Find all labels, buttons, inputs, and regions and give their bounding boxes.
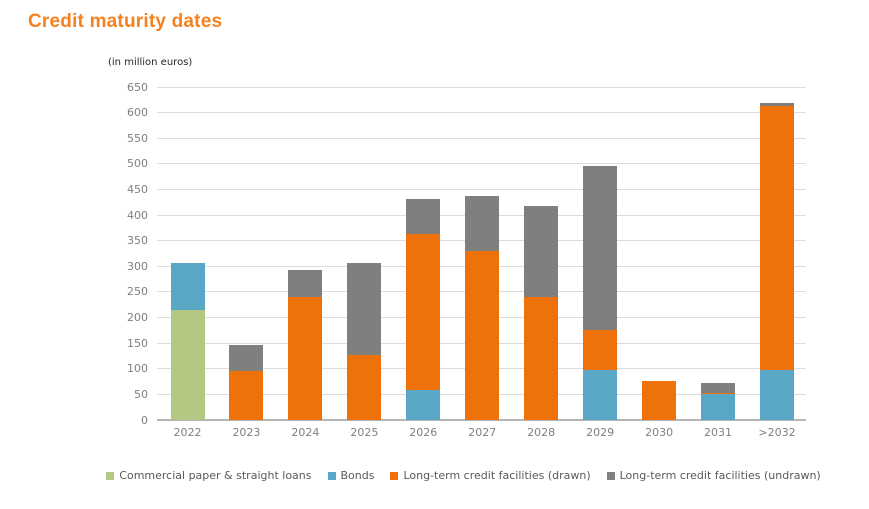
bar-segment [760, 369, 794, 420]
bar-segment [701, 383, 736, 393]
bar-segment [642, 380, 677, 420]
y-axis-tick-label: 550 [127, 131, 148, 145]
bar-segment [406, 390, 441, 420]
x-axis-line [157, 419, 806, 421]
x-axis-label: 2031 [704, 426, 733, 439]
bar-segment [288, 270, 323, 297]
bar-segment [701, 392, 736, 395]
legend-label: Long-term credit facilities (drawn) [403, 469, 591, 482]
legend-swatch [606, 471, 615, 480]
chart-title: Credit maturity dates [28, 11, 223, 32]
bar-segment [288, 296, 323, 420]
bar-segment [524, 296, 559, 420]
bar-segment [229, 345, 264, 372]
legend-item: Long-term credit facilities (drawn) [390, 469, 591, 482]
legend-swatch [106, 471, 115, 480]
y-axis-tick-label: 650 [127, 80, 148, 94]
bar-segment [406, 198, 441, 234]
legend-swatch [390, 471, 399, 480]
legend: Commercial paper & straight loans Bonds Lo… [58, 469, 869, 482]
y-axis-tick-label: 150 [127, 336, 148, 350]
gridline [157, 188, 806, 190]
bar-segment [406, 233, 441, 391]
x-axis-label: 2025 [350, 426, 379, 439]
y-axis-tick-label: 350 [127, 234, 148, 248]
y-axis-tick-label: 500 [127, 157, 148, 171]
bar-segment [760, 105, 794, 370]
axis-units-label: (in million euros) [108, 57, 193, 68]
x-axis-label: 2030 [645, 426, 674, 439]
legend-label: Bonds [340, 469, 375, 482]
gridline [157, 112, 806, 114]
bar-segment [170, 262, 205, 310]
y-axis-tick-label: 300 [127, 259, 148, 273]
legend-item: Bonds [327, 469, 375, 482]
legend-swatch [327, 471, 336, 480]
bar-segment [347, 355, 382, 420]
x-axis-label: 2029 [586, 426, 615, 439]
bar-segment [701, 394, 736, 420]
x-axis-label: 2024 [291, 426, 320, 439]
gridline [157, 163, 806, 165]
legend-label: Commercial paper & straight loans [119, 469, 312, 482]
x-axis-label: 2026 [409, 426, 438, 439]
x-axis-label: 2028 [527, 426, 556, 439]
legend-item: Long-term credit facilities (undrawn) [606, 469, 821, 482]
y-axis-tick-label: 200 [127, 311, 148, 325]
y-axis-tick-label: 600 [127, 106, 148, 120]
bar-segment [170, 309, 205, 420]
y-axis-tick-label: 50 [134, 387, 148, 401]
bar-segment [524, 205, 559, 297]
legend-item: Commercial paper & straight loans [106, 469, 312, 482]
x-axis-label: >2032 [758, 426, 796, 439]
bar-segment [465, 250, 500, 420]
gridline [157, 86, 806, 88]
legend-label: Long-term credit facilities (undrawn) [619, 469, 821, 482]
gridline [157, 137, 806, 139]
bar-segment [229, 371, 264, 420]
bar-segment [760, 103, 794, 106]
y-axis-tick-label: 100 [127, 362, 148, 376]
x-axis-label: 2027 [468, 426, 497, 439]
y-axis-tick-label: 250 [127, 285, 148, 299]
x-axis-label: 2023 [232, 426, 261, 439]
y-axis-tick-label: 400 [127, 208, 148, 222]
x-axis-label: 2022 [173, 426, 202, 439]
y-axis-tick-label: 450 [127, 182, 148, 196]
y-axis-tick-label: 0 [141, 413, 148, 427]
bar-segment [583, 329, 618, 370]
bar-segment [347, 263, 382, 356]
bar-segment [583, 369, 618, 420]
bar-segment [583, 165, 618, 330]
bar-segment [465, 196, 500, 251]
